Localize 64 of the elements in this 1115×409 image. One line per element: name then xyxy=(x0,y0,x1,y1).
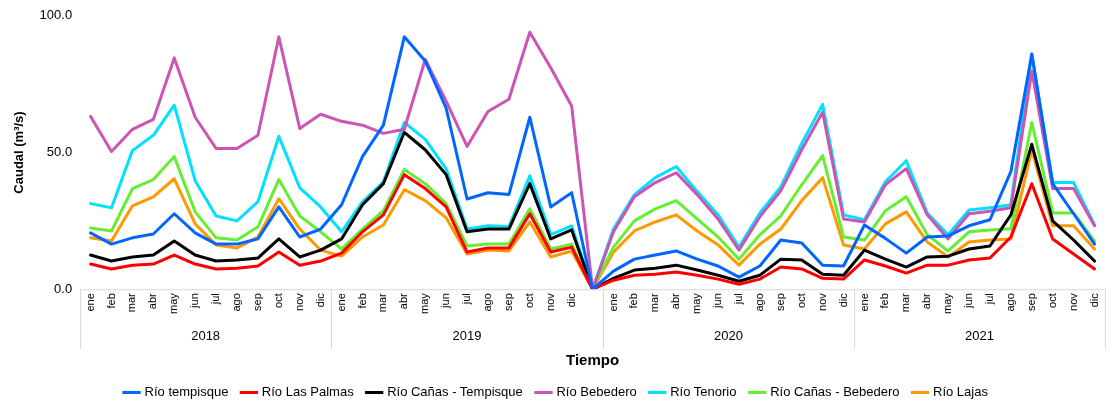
x-tick-label: ene xyxy=(334,293,347,312)
x-tick-label: abr xyxy=(397,292,410,310)
x-tick-label: sep xyxy=(501,293,514,311)
x-tick-label: ago xyxy=(752,293,765,312)
x-tick-label: oct xyxy=(271,293,284,308)
x-tick-label: ene xyxy=(83,293,96,312)
legend-label: Río Lajas xyxy=(933,384,989,400)
x-tick-label: ago xyxy=(481,293,494,312)
x-tick-label: ago xyxy=(1003,293,1016,312)
x-tick-label: sep xyxy=(250,293,263,311)
x-tick-label: dic xyxy=(1087,292,1100,308)
legend-label: Río Cañas - Bebedero xyxy=(770,384,900,400)
x-tick-label: dic xyxy=(313,292,326,308)
x-tick-label: feb xyxy=(104,293,117,309)
x-tick-label: jul xyxy=(460,293,473,306)
y-tick-label: 0.0 xyxy=(54,280,73,296)
y-tick-label: 100.0 xyxy=(39,7,73,23)
x-tick-label: nov xyxy=(543,292,556,311)
legend-label: Río Tenorio xyxy=(670,384,737,400)
x-tick-label: may xyxy=(418,292,431,314)
x-tick-label: jun xyxy=(439,293,452,309)
legend-label: Río Cañas - Tempisque xyxy=(387,384,523,400)
x-tick-label: feb xyxy=(627,293,640,309)
x-tick-label: dic xyxy=(564,292,577,308)
text: 2021 xyxy=(965,327,994,343)
x-tick-label: oct xyxy=(794,293,807,308)
x-tick-label: ago xyxy=(230,293,243,312)
x-tick-label: oct xyxy=(522,293,535,308)
x-axis-title: Tiempo xyxy=(566,351,620,369)
x-tick-label: mar xyxy=(899,292,912,313)
x-tick-label: feb xyxy=(355,293,368,309)
text: 2020 xyxy=(714,327,743,343)
legend-label: Río Las Palmas xyxy=(261,384,355,400)
text: 2018 xyxy=(191,327,221,343)
x-tick-label: may xyxy=(941,292,954,314)
x-tick-label: nov xyxy=(1066,292,1079,311)
x-tick-label: may xyxy=(690,292,703,314)
x-tick-label: nov xyxy=(815,292,828,311)
x-tick-label: jun xyxy=(962,293,975,309)
x-tick-label: jul xyxy=(209,293,222,306)
x-tick-label: jul xyxy=(732,293,745,306)
x-tick-label: dic xyxy=(836,292,849,308)
y-tick-label: 50.0 xyxy=(46,144,73,160)
x-tick-label: may xyxy=(167,292,180,314)
x-tick-label: oct xyxy=(1045,293,1058,308)
x-tick-label: sep xyxy=(1024,293,1037,311)
x-tick-label: mar xyxy=(125,292,138,313)
x-tick-label: abr xyxy=(669,292,682,310)
x-tick-label: nov xyxy=(292,292,305,311)
x-tick-label: ene xyxy=(857,293,870,312)
x-tick-label: abr xyxy=(920,292,933,310)
text: 2019 xyxy=(452,327,482,343)
x-tick-label: abr xyxy=(146,292,159,310)
legend-label: Río tempisque xyxy=(144,384,229,400)
x-tick-label: mar xyxy=(376,292,389,313)
legend-label: Río Bebedero xyxy=(556,384,637,400)
x-tick-label: jul xyxy=(982,293,995,306)
y-axis-title: Caudal (m³/s) xyxy=(11,111,27,194)
x-tick-label: jun xyxy=(188,293,201,309)
x-tick-label: jun xyxy=(711,293,724,309)
x-tick-label: mar xyxy=(648,292,661,313)
x-tick-label: feb xyxy=(878,293,891,309)
x-tick-label: sep xyxy=(773,293,786,311)
x-tick-label: ene xyxy=(606,293,619,312)
